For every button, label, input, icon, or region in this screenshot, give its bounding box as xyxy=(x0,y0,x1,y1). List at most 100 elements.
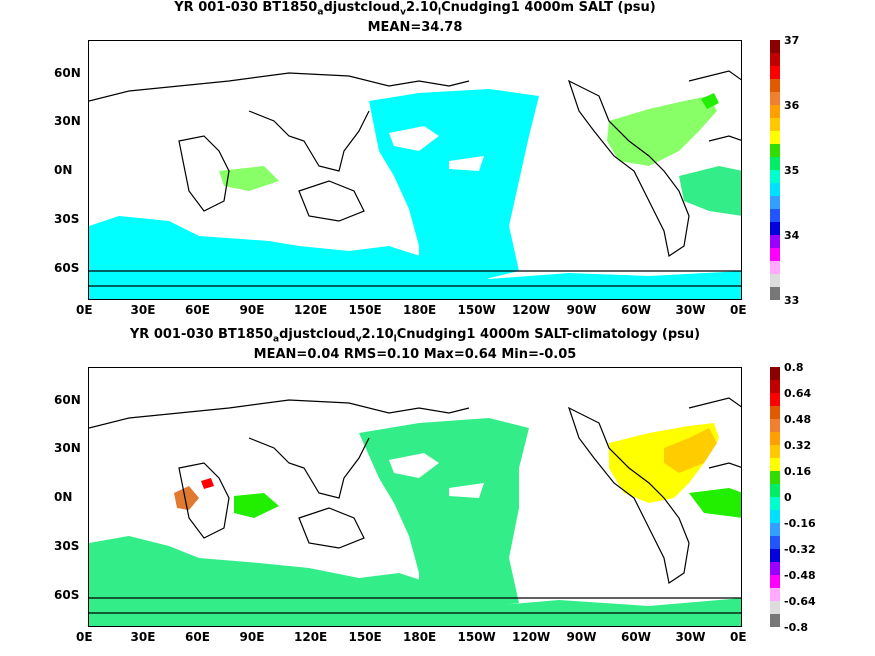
colorbar-swatch xyxy=(770,562,780,575)
title-text: djustcloud xyxy=(279,327,356,342)
x-tick-label: 0E xyxy=(730,303,747,317)
colorbar-swatch xyxy=(770,471,780,484)
y-tick-label: 30N xyxy=(54,441,81,456)
x-tick-label: 0E xyxy=(730,630,747,644)
title-text: 2.10 xyxy=(405,0,439,15)
colorbar-label: 0.32 xyxy=(784,439,812,452)
orange-patch-indian xyxy=(174,486,199,510)
title-sub: l xyxy=(438,7,442,18)
colorbar-swatch xyxy=(770,157,780,170)
y-tick-label: 60N xyxy=(54,65,81,80)
y-tick-label: 30N xyxy=(54,114,81,129)
map2-svg xyxy=(89,397,741,626)
colorbar-swatch xyxy=(770,79,780,92)
colorbar-swatch xyxy=(770,393,780,406)
panel2-subtitle: MEAN=0.04 RMS=0.10 Max=0.64 Min=-0.05 xyxy=(253,347,577,362)
title-text: Cnudging1 4000m SALT-climatology (psu) xyxy=(396,327,701,342)
colorbar-swatch xyxy=(770,380,780,393)
colorbar-panel1 xyxy=(770,40,780,300)
colorbar-swatch xyxy=(770,484,780,497)
x-tick-label: 120E xyxy=(294,630,328,644)
y-tick-label: 30S xyxy=(54,211,80,226)
x-tick-label: 90W xyxy=(566,303,597,317)
colorbar-swatch xyxy=(770,549,780,562)
colorbar-label: -0.8 xyxy=(784,621,809,634)
x-tick-label: 120E xyxy=(294,303,328,317)
white-gap-central-pacific xyxy=(449,156,484,171)
x-tick-label: 30W xyxy=(675,303,706,317)
x-tick-label: 60W xyxy=(621,303,651,317)
x-tick-label: 150E xyxy=(348,303,382,317)
bright-green-patch-south-atlantic xyxy=(689,488,741,518)
colorbar-swatch xyxy=(770,575,780,588)
colorbar-swatch xyxy=(770,66,780,79)
colorbar-swatch xyxy=(770,432,780,445)
colorbar-label: -0.48 xyxy=(784,569,816,582)
colorbar-label: 0.16 xyxy=(784,465,812,478)
colorbar-swatch xyxy=(770,131,780,144)
x-tick-label: 60E xyxy=(185,303,210,317)
colorbar-label: 0.8 xyxy=(784,361,804,374)
title-sub: v xyxy=(355,334,362,345)
white-gap-north-pacific xyxy=(389,126,439,151)
x-tick-label: 180E xyxy=(403,630,437,644)
x-tick-label: 90E xyxy=(239,630,265,644)
y-tick-label: 60N xyxy=(54,392,81,407)
colorbar-swatch xyxy=(770,235,780,248)
coastlines xyxy=(89,397,741,614)
colorbar-label: 0.64 xyxy=(784,387,812,400)
y-tick-label: 60S xyxy=(54,587,80,602)
y-tick-label: 0N xyxy=(54,490,73,504)
bright-green-patch-indian xyxy=(234,493,279,518)
white-gap-north-pacific xyxy=(389,453,439,478)
title-text: Cnudging1 4000m SALT (psu) xyxy=(441,0,656,15)
colorbar-label: 33 xyxy=(784,294,800,307)
x-tick-label: 30W xyxy=(675,630,706,644)
colorbar-swatch xyxy=(770,274,780,287)
x-tick-label: 30E xyxy=(130,303,156,317)
title-text: YR 001-030 BT1850 xyxy=(129,327,273,342)
colorbar-swatch xyxy=(770,53,780,66)
map1-svg xyxy=(89,70,741,299)
colorbar-swatch xyxy=(770,523,780,536)
y-tick-label: 0N xyxy=(54,163,73,177)
colorbar-swatch xyxy=(770,419,780,432)
colorbar-swatch xyxy=(770,144,780,157)
panel1-subtitle: MEAN=34.78 xyxy=(367,20,463,35)
colorbar-label: -0.32 xyxy=(784,543,816,556)
salinity-anomaly-map xyxy=(88,367,742,627)
colorbar-swatch xyxy=(770,248,780,261)
colorbar-label: -0.64 xyxy=(784,595,816,608)
x-tick-label: 180E xyxy=(403,303,437,317)
panel2-title: YR 001-030 BT1850adjustcloudv2.10lCnudgi… xyxy=(0,327,830,348)
colorbar-label: 36 xyxy=(784,99,800,112)
colorbar-swatch xyxy=(770,183,780,196)
colorbar-label: 0 xyxy=(784,491,792,504)
colorbar-swatch xyxy=(770,445,780,458)
title-text: YR 001-030 BT1850 xyxy=(174,0,318,15)
coastlines xyxy=(89,70,741,287)
colorbar-swatch xyxy=(770,614,780,627)
colorbar-swatch xyxy=(770,196,780,209)
x-tick-label: 150W xyxy=(457,303,496,317)
colorbar-panel2 xyxy=(770,367,780,627)
colorbar-label: 35 xyxy=(784,164,800,177)
y-tick-label: 30S xyxy=(54,538,80,553)
y-tick-label: 60S xyxy=(54,260,80,275)
colorbar-label: -0.16 xyxy=(784,517,816,530)
green-patch-indian xyxy=(219,166,279,191)
green-patch-atlantic xyxy=(607,96,717,166)
x-tick-label: 60W xyxy=(621,630,651,644)
white-gap-central-pacific xyxy=(449,483,484,498)
colorbar-swatch xyxy=(770,105,780,118)
x-tick-label: 120W xyxy=(512,303,551,317)
colorbar-swatch xyxy=(770,588,780,601)
colorbar-swatch xyxy=(770,601,780,614)
title-sub: v xyxy=(400,7,406,18)
x-tick-label: 120W xyxy=(512,630,551,644)
x-tick-label: 150E xyxy=(348,630,382,644)
green-patch-south-atlantic xyxy=(679,166,741,216)
x-tick-label: 0E xyxy=(76,630,93,644)
colorbar-swatch xyxy=(770,367,780,380)
colorbar-swatch xyxy=(770,458,780,471)
